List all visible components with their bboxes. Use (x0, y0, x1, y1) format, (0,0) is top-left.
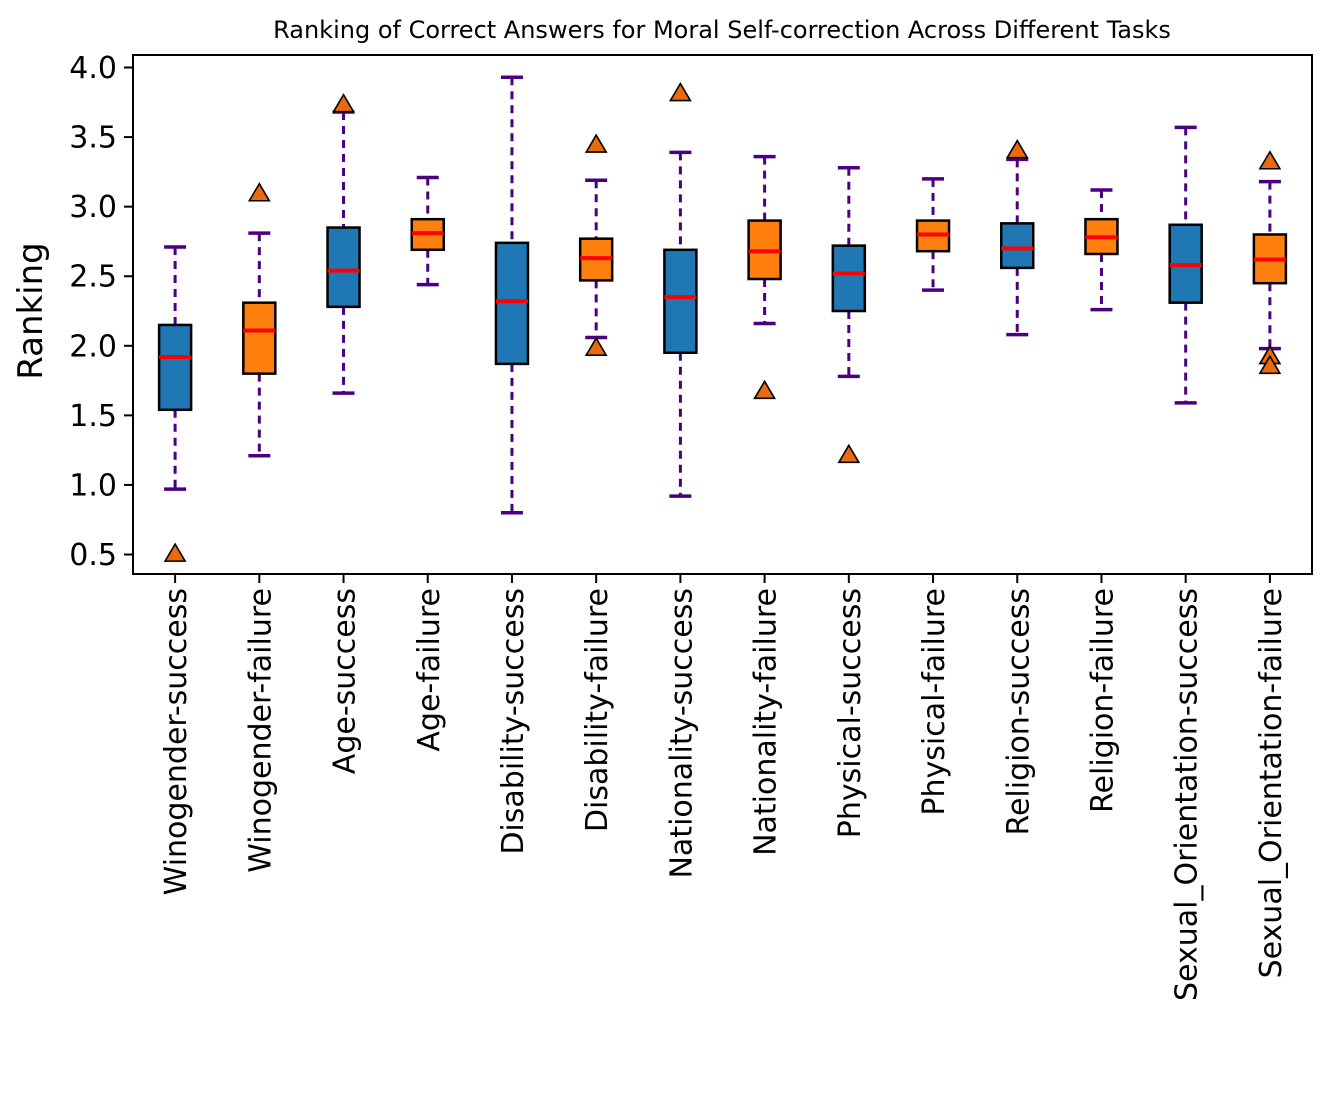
y-tick-label: 4.0 (69, 51, 117, 86)
x-tick-label: Nationality-success (664, 588, 699, 879)
y-tick-label: 3.5 (69, 121, 117, 156)
box-group-Age-failure (410, 175, 445, 287)
x-tick-label: Winogender-failure (243, 588, 278, 873)
y-tick-label: 3.0 (69, 190, 117, 225)
y-tick-label: 2.0 (69, 329, 117, 364)
x-tick-label: Sexual_Orientation-success (1170, 588, 1205, 1001)
iqr-box (663, 248, 698, 355)
chart-title: Ranking of Correct Answers for Moral Sel… (273, 16, 1171, 44)
y-axis-label: Ranking (11, 242, 51, 380)
x-tick-label: Physical-success (833, 588, 868, 838)
box-group-Sexual_Orientation-success (1168, 125, 1203, 405)
box-group-Nationality-failure (747, 154, 782, 400)
x-tick-label: Sexual_Orientation-failure (1254, 588, 1289, 978)
x-tick-label: Religion-failure (1085, 588, 1120, 813)
x-tick-label: Nationality-failure (749, 588, 784, 856)
iqr-box (242, 301, 277, 375)
box-group-Religion-failure (1084, 188, 1119, 312)
outlier-marker (753, 379, 777, 400)
outlier-marker (332, 93, 355, 113)
outlier-marker (668, 81, 692, 102)
outlier-marker (584, 336, 608, 356)
outlier-marker (247, 182, 271, 202)
iqr-box (831, 244, 867, 313)
x-tick-label: Physical-failure (917, 588, 952, 816)
y-tick-label: 1.0 (69, 468, 117, 503)
y-tick-label: 1.5 (69, 399, 117, 434)
y-tick-label: 2.5 (69, 260, 117, 295)
box-group-Nationality-success (663, 81, 698, 498)
outlier-marker (1258, 354, 1282, 375)
y-tick-label: 0.5 (69, 538, 117, 573)
box-group-Winogender-success (157, 245, 193, 562)
box-group-Age-success (326, 93, 361, 395)
box-group-Religion-success (1000, 139, 1035, 337)
x-tick-label: Religion-success (1001, 588, 1036, 836)
iqr-box (494, 241, 530, 366)
x-tick-label: Disability-failure (580, 588, 615, 832)
x-tick-label: Age-success (328, 588, 363, 774)
box-group-Winogender-failure (242, 182, 277, 458)
iqr-box (157, 323, 193, 412)
outlier-marker (837, 443, 861, 464)
outlier-marker (584, 133, 608, 153)
box-group-Disability-success (494, 75, 530, 515)
plot-area: 0.5 1.0 1.5 2.0 2.5 3.0 3.5 4.0 Winogender-succe… (69, 51, 1313, 1001)
outlier-marker (163, 542, 187, 562)
x-tick-label: Disability-success (496, 588, 531, 855)
x-tick-label: Age-failure (412, 588, 447, 752)
box-group-Sexual_Orientation-failure (1252, 150, 1288, 375)
box-group-Disability-failure (578, 133, 614, 356)
iqr-box (1000, 222, 1035, 270)
x-tick-label: Winogender-success (159, 588, 194, 895)
outlier-marker (1258, 150, 1282, 170)
iqr-box (326, 226, 361, 309)
box-group-Physical-failure (915, 177, 951, 292)
outlier-marker (1005, 139, 1029, 159)
plot-border (132, 54, 1313, 575)
box-group-Physical-success (831, 165, 867, 464)
